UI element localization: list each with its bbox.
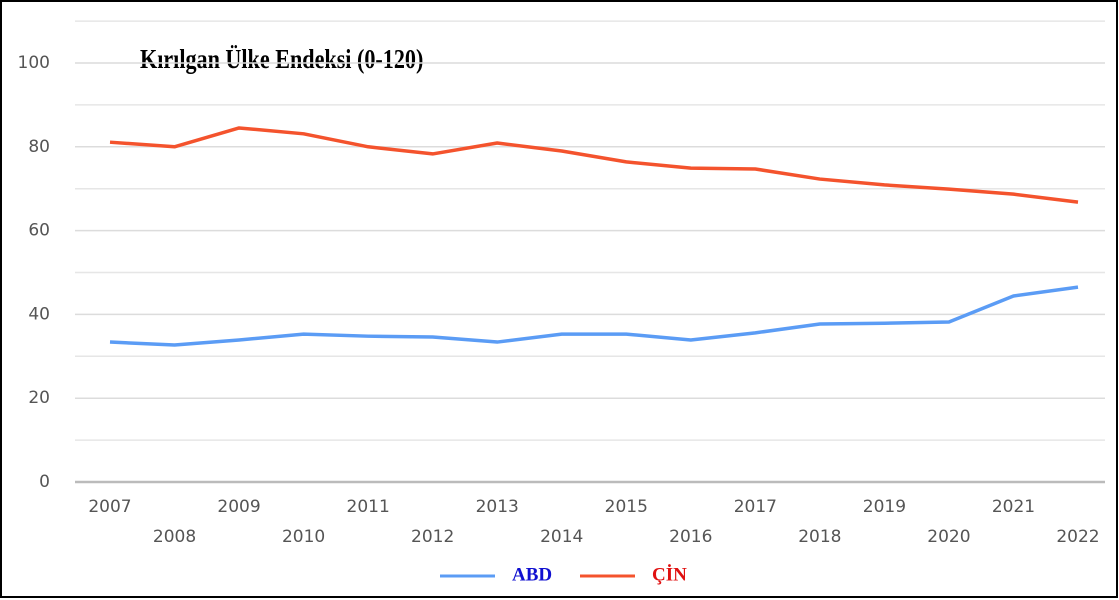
legend-label: ÇİN	[652, 564, 687, 585]
legend-label: ABD	[512, 564, 552, 585]
x-tick-label: 2013	[476, 497, 519, 517]
x-tick-label: 2019	[863, 497, 906, 517]
x-tick-label: 2015	[605, 497, 648, 517]
x-tick-label: 2022	[1056, 527, 1099, 547]
x-tick-label: 2020	[927, 527, 970, 547]
x-tick-label: 2008	[153, 527, 196, 547]
y-tick-label: 80	[28, 137, 50, 157]
series-line	[109, 285, 1079, 347]
y-tick-label: 100	[18, 53, 50, 73]
series-line	[109, 126, 1079, 204]
x-tick-label: 2017	[734, 497, 777, 517]
x-tick-label: 2018	[798, 527, 841, 547]
y-tick-label: 40	[28, 304, 50, 324]
y-tick-label: 0	[39, 472, 50, 492]
chart-title: Kırılgan Ülke Endeksi (0-120)	[140, 45, 423, 75]
x-tick-label: 2016	[669, 527, 712, 547]
x-tick-label: 2012	[411, 527, 454, 547]
x-tick-label: 2014	[540, 527, 583, 547]
x-tick-label: 2011	[347, 497, 390, 517]
x-tick-label: 2010	[282, 527, 325, 547]
x-tick-label: 2009	[217, 497, 260, 517]
y-tick-label: 60	[28, 221, 50, 241]
x-tick-label: 2021	[992, 497, 1035, 517]
y-tick-label: 20	[28, 388, 50, 408]
x-tick-label: 2007	[88, 497, 131, 517]
